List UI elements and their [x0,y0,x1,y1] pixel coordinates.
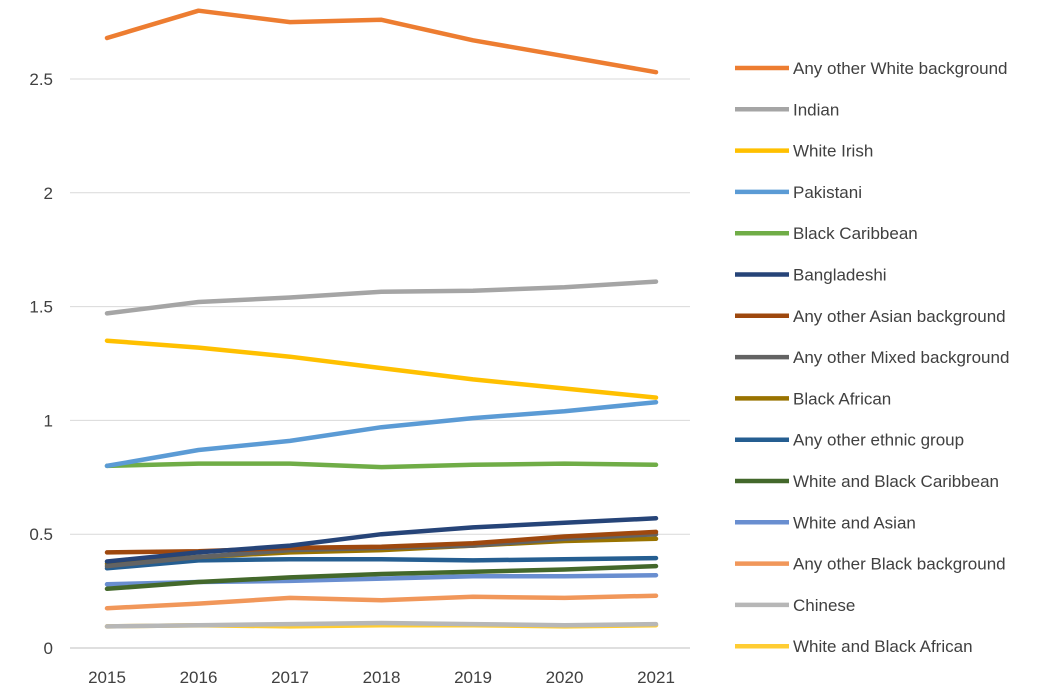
series-line [104,516,659,564]
legend-item: Bangladeshi [735,266,887,285]
legend-item: Any other Black background [735,555,1006,574]
legend-item: Chinese [735,596,855,615]
series-line [104,461,659,470]
legend-label: Black African [793,389,891,408]
x-tick-label: 2015 [88,668,126,687]
series-line [104,338,659,400]
y-tick-label: 1 [44,411,53,430]
series-line [104,8,659,75]
legend-item: White and Black Caribbean [735,472,999,491]
legend-label: Any other ethnic group [793,431,964,450]
legend-item: Any other ethnic group [735,431,964,450]
legend-item: Any other Asian background [735,307,1006,326]
y-tick-label: 0 [44,639,53,658]
legend-label: White and Black Caribbean [793,472,999,491]
legend-item: White and Asian [735,513,916,532]
y-tick-label: 1.5 [29,298,53,317]
legend-item: Any other Mixed background [735,348,1009,367]
x-tick-label: 2019 [454,668,492,687]
series-line [104,563,659,592]
y-axis: 0 0.5 1 1.5 2 2.5 [29,70,53,658]
legend-item: Black Caribbean [735,224,918,243]
x-tick-label: 2018 [363,668,401,687]
series-line [104,620,659,629]
legend-label: Black Caribbean [793,224,918,243]
legend-label: Chinese [793,596,855,615]
series-line [104,555,659,571]
legend-item: Any other White background [735,59,1008,78]
x-tick-label: 2021 [637,668,675,687]
legend-label: Pakistani [793,183,862,202]
series-lines [104,8,659,629]
legend-item: White and Black African [735,637,973,656]
series-line [104,399,659,469]
x-tick-label: 2017 [271,668,309,687]
legend-label: Any other Mixed background [793,348,1009,367]
series-line [104,593,659,611]
x-tick-label: 2020 [546,668,584,687]
legend-label: Any other White background [793,59,1008,78]
legend-label: Bangladeshi [793,266,887,285]
legend-item: Pakistani [735,183,862,202]
legend-label: Indian [793,100,839,119]
y-tick-label: 2.5 [29,70,53,89]
y-tick-label: 0.5 [29,525,53,544]
y-tick-label: 2 [44,184,53,203]
legend-label: White Irish [793,142,873,161]
legend-item: White Irish [735,142,873,161]
legend-label: White and Black African [793,637,973,656]
x-axis: 2015 2016 2017 2018 2019 2020 2021 [88,668,675,687]
series-line [104,279,659,316]
x-tick-label: 2016 [180,668,218,687]
legend-label: White and Asian [793,513,916,532]
legend-item: Indian [735,100,839,119]
legend-item: Black African [735,389,891,408]
legend-label: Any other Asian background [793,307,1006,326]
legend-label: Any other Black background [793,555,1006,574]
legend: Any other White background Indian White Ir… [735,59,1009,656]
